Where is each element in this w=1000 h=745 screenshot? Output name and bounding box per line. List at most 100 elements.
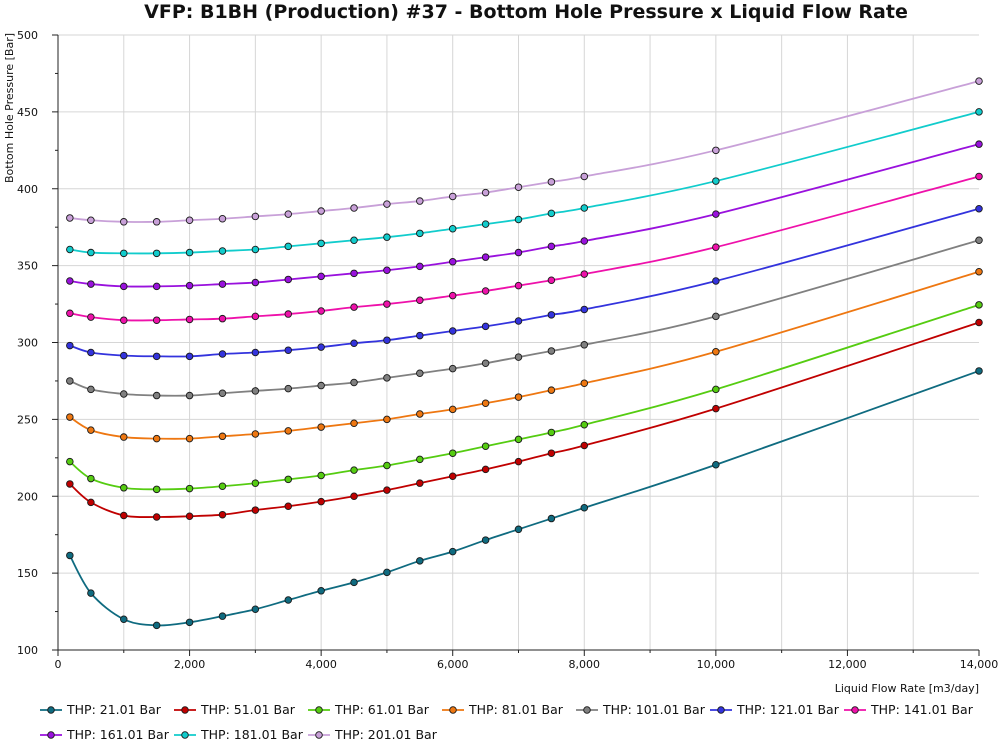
data-point <box>284 210 293 218</box>
data-point <box>251 387 260 395</box>
series-line-6 <box>69 175 980 322</box>
data-point <box>218 247 227 255</box>
data-point <box>87 385 95 394</box>
data-point <box>284 475 293 484</box>
data-point <box>416 229 424 238</box>
y-axis-label: Bottom Hole Pressure [Bar] <box>3 33 16 183</box>
data-point <box>87 313 95 321</box>
data-point <box>185 434 194 443</box>
data-point <box>87 498 95 507</box>
data-point <box>350 419 358 427</box>
data-point <box>152 282 161 291</box>
data-point <box>87 248 95 257</box>
data-point <box>350 236 358 245</box>
y-tick-label: 250 <box>17 413 38 426</box>
data-point <box>383 568 391 577</box>
data-point <box>350 578 358 587</box>
data-point <box>975 301 983 309</box>
data-point <box>580 237 589 245</box>
legend-swatch <box>710 705 732 714</box>
data-point <box>712 277 720 285</box>
data-point <box>481 188 490 197</box>
series-line-4 <box>69 239 980 397</box>
data-point <box>416 479 424 487</box>
y-tick-label: 500 <box>17 29 38 42</box>
legend-swatch <box>844 705 866 714</box>
data-point <box>580 305 589 314</box>
chart-title: VFP: B1BH (Production) #37 - Bottom Hole… <box>144 1 908 23</box>
legend-row-2: THP: 161.01 Bar THP: 181.01 Bar THP: 201.0… <box>40 727 442 742</box>
x-tick-label: 8,000 <box>569 658 601 671</box>
data-point <box>448 547 457 556</box>
data-point <box>284 502 293 510</box>
x-tick-label: 14,000 <box>960 658 999 671</box>
data-point <box>284 310 293 318</box>
data-point <box>185 352 194 361</box>
legend-label: THP: 201.01 Bar <box>335 727 437 742</box>
data-point <box>317 207 325 215</box>
data-point <box>416 296 424 304</box>
data-point <box>416 331 424 340</box>
data-point <box>383 486 391 494</box>
data-point <box>317 239 325 248</box>
legend-item: THP: 51.01 Bar <box>174 702 308 717</box>
data-point <box>284 275 293 284</box>
data-point <box>152 485 161 494</box>
data-point <box>481 322 490 331</box>
data-point <box>218 510 227 519</box>
data-point <box>185 216 194 225</box>
data-point <box>284 346 293 354</box>
data-point <box>383 200 391 208</box>
data-point <box>514 393 523 401</box>
legend-swatch <box>174 730 196 739</box>
data-point <box>975 172 983 181</box>
data-point <box>185 391 194 400</box>
series-line-8 <box>69 111 980 255</box>
data-point <box>547 428 556 437</box>
data-point <box>547 514 556 523</box>
data-point <box>350 492 358 501</box>
data-point <box>66 480 74 488</box>
data-point <box>448 364 457 373</box>
legend-label: THP: 21.01 Bar <box>67 702 161 717</box>
y-tick-label: 150 <box>17 567 38 580</box>
data-point <box>580 379 589 387</box>
data-point <box>712 347 720 356</box>
data-point <box>218 482 227 491</box>
data-point <box>251 312 260 321</box>
data-point <box>66 341 74 350</box>
legend-item: THP: 101.01 Bar <box>576 702 710 717</box>
data-point <box>350 378 358 387</box>
data-point <box>66 457 74 466</box>
data-point <box>185 512 194 520</box>
data-point <box>218 214 227 223</box>
data-point <box>975 140 983 148</box>
y-tick-label: 100 <box>17 644 38 657</box>
data-point <box>448 224 457 233</box>
data-point <box>152 316 161 324</box>
data-point <box>66 277 74 285</box>
data-point <box>120 249 128 258</box>
legend-item: THP: 201.01 Bar <box>308 727 442 742</box>
legend-swatch <box>40 705 62 714</box>
data-point <box>87 589 95 597</box>
data-point <box>350 466 358 474</box>
legend-item: THP: 141.01 Bar <box>844 702 978 717</box>
data-point <box>580 172 589 181</box>
data-point <box>580 441 589 450</box>
data-point <box>514 525 523 534</box>
data-point <box>185 315 194 324</box>
data-point <box>448 192 457 201</box>
data-point <box>185 248 194 257</box>
legend-item: THP: 21.01 Bar <box>40 702 174 717</box>
data-point <box>87 216 95 225</box>
data-point <box>712 146 720 155</box>
legend-label: THP: 81.01 Bar <box>469 702 563 717</box>
data-point <box>975 367 983 375</box>
data-point <box>152 352 161 361</box>
legend-swatch <box>174 705 196 714</box>
data-point <box>218 612 227 620</box>
legend-swatch <box>442 705 464 714</box>
legend-label: THP: 181.01 Bar <box>201 727 303 742</box>
series-line-2 <box>69 303 980 491</box>
